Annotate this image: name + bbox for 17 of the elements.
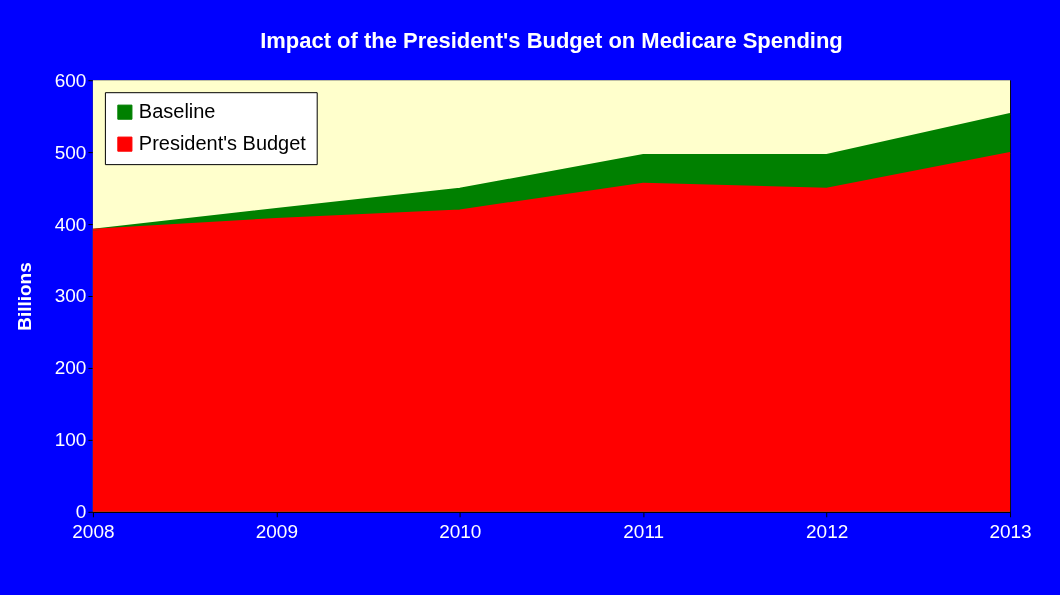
x-tick-label: 2009 [255, 521, 298, 543]
y-tick-label: 100 [54, 429, 87, 451]
x-tick-label: 2012 [806, 521, 849, 543]
y-tick-label: 200 [54, 357, 87, 379]
chart-title: Impact of the President's Budget on Medicare Spending [260, 28, 843, 54]
y-tick-label: 400 [54, 213, 87, 235]
y-tick-label: 300 [54, 285, 87, 307]
y-tick-label: 0 [75, 501, 87, 523]
legend-label: Baseline [138, 100, 216, 123]
x-tick-label: 2011 [623, 521, 665, 543]
y-axis-title: Billions [13, 262, 35, 331]
y-tick-label: 600 [54, 69, 87, 91]
legend-label: President's Budget [138, 132, 307, 155]
x-tick-label: 2010 [439, 521, 482, 543]
y-tick-label: 500 [54, 141, 87, 163]
x-tick-label: 2008 [72, 521, 115, 543]
x-tick-label: 2013 [989, 521, 1032, 543]
